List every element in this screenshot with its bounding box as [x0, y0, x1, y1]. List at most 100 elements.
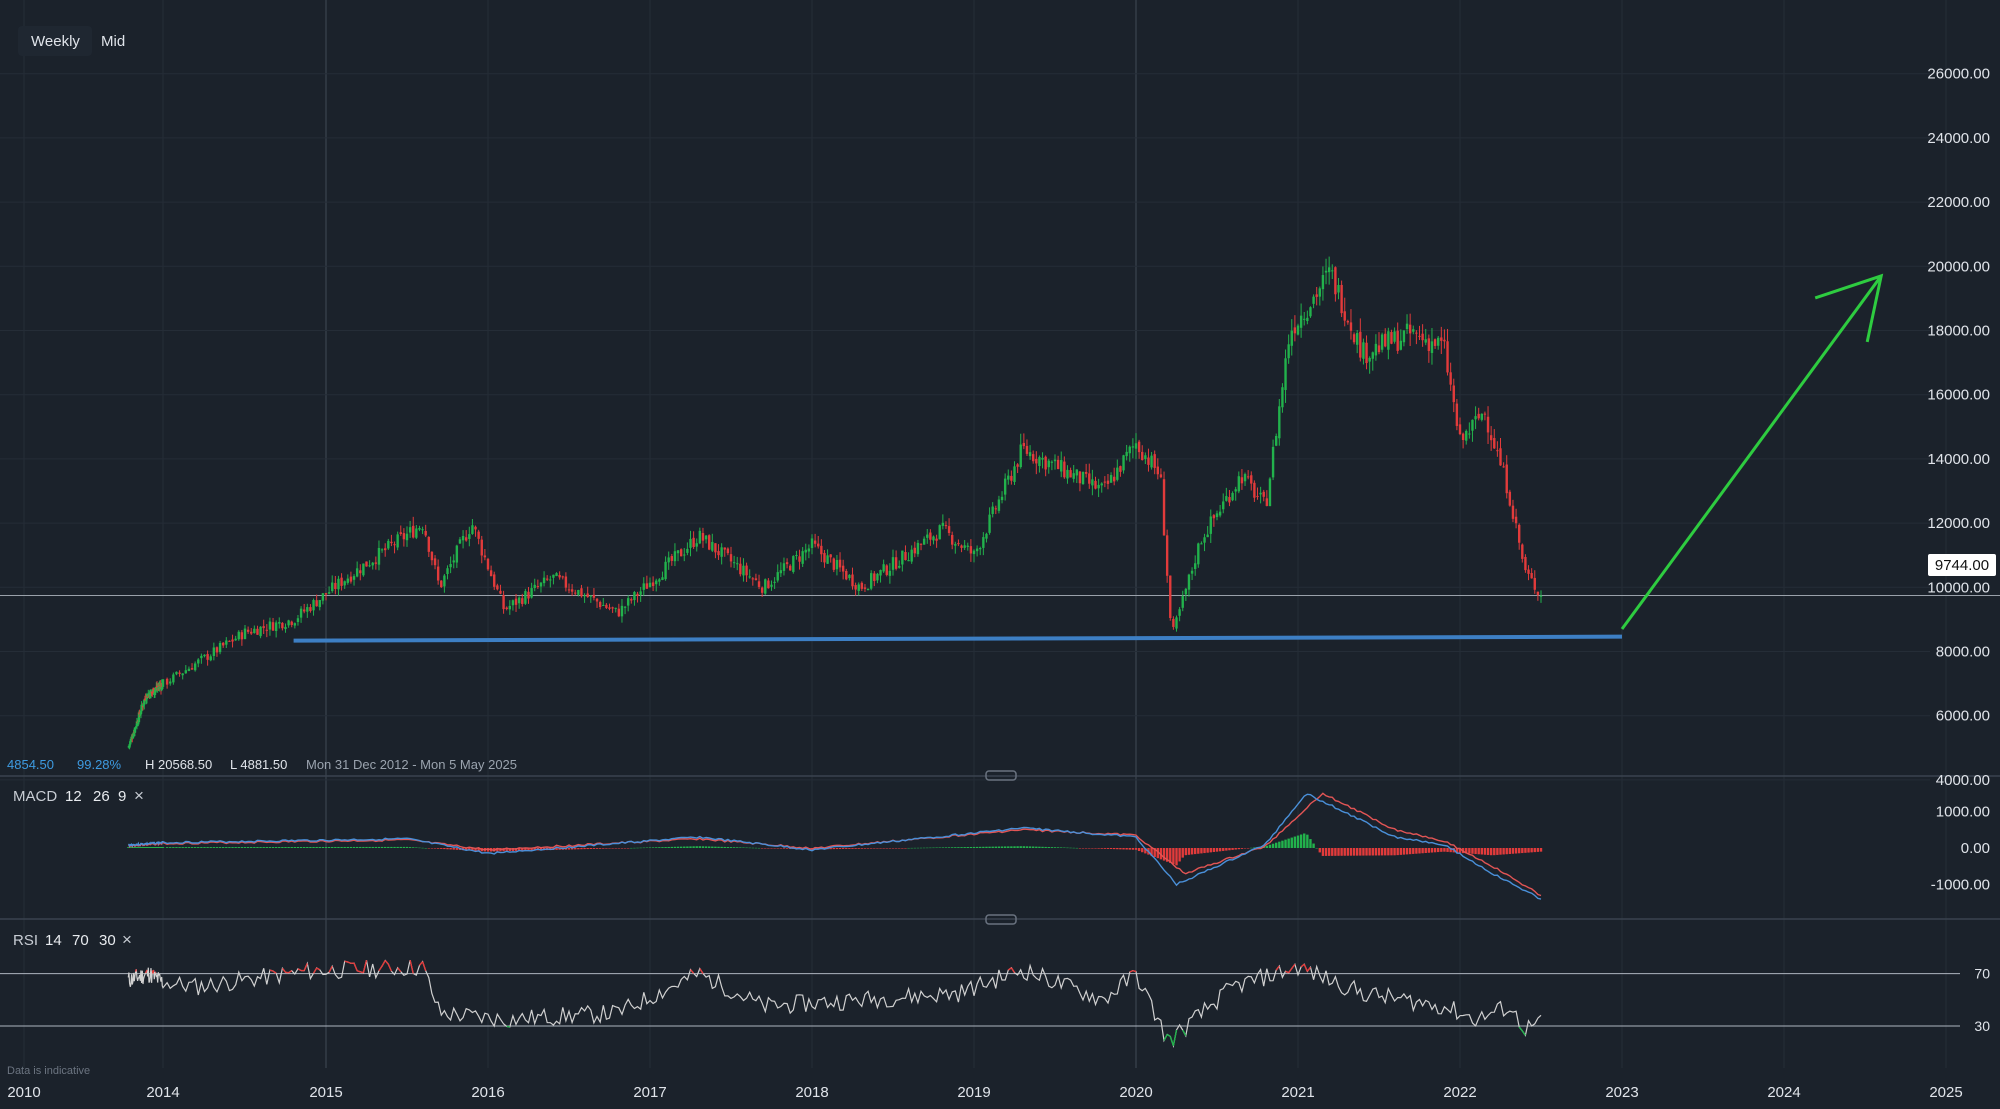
candle-body	[187, 668, 191, 672]
candle-body	[142, 704, 145, 706]
macd-histogram-bar	[1010, 846, 1013, 848]
candle-body	[365, 561, 368, 567]
macd-histogram-bar	[355, 846, 359, 848]
candle-body	[324, 593, 328, 595]
macd-histogram-bar	[278, 847, 281, 848]
candle-body	[302, 609, 306, 612]
rsi-overbought-segment	[316, 967, 321, 971]
macd-histogram-bar	[776, 848, 779, 849]
macd-histogram-bar	[1153, 848, 1156, 857]
timeframe-button[interactable]: Weekly	[31, 33, 80, 50]
candle-body	[1505, 464, 1508, 494]
candle-body	[1106, 480, 1110, 484]
price-axis[interactable]: 4000.00 6000.00 8000.00 10000.00 12000.00 140…	[1927, 66, 1990, 1034]
candle-body	[181, 673, 184, 676]
candle-body	[954, 544, 957, 546]
candle-body	[446, 568, 449, 575]
macd-histogram-bar	[1131, 848, 1135, 850]
candle-body	[1013, 466, 1016, 482]
candle-body	[387, 540, 390, 549]
candle-body	[1250, 475, 1253, 484]
candle-body	[950, 534, 954, 545]
macd-histogram-bar	[1081, 848, 1085, 849]
candle-body	[1038, 457, 1041, 467]
price-type-button[interactable]: Mid	[101, 33, 125, 50]
macd-close-icon[interactable]: ×	[134, 786, 144, 805]
candle-body	[539, 582, 543, 587]
time-axis[interactable]: 2010 2014 2015 2016 2017 2018 2019 2020 2021 2022…	[0, 1068, 2000, 1109]
candle-body	[1533, 577, 1536, 590]
macd-histogram-bar	[1327, 848, 1331, 856]
candle-body	[533, 584, 536, 589]
candle-body	[172, 674, 175, 683]
candle-body	[941, 522, 945, 526]
candle-body	[371, 562, 374, 566]
macd-histogram-bar	[1368, 848, 1371, 856]
macd-histogram-bar	[617, 848, 621, 849]
rsi-oversold-segment	[1518, 1026, 1523, 1032]
macd-histogram-bar	[1231, 848, 1234, 850]
timeframe-button-bg[interactable]	[18, 26, 92, 56]
candle-body	[141, 706, 145, 708]
candle-body	[963, 545, 966, 548]
rsi-legend: RSI 14 70 30 ×	[13, 930, 132, 949]
candle-body	[139, 712, 143, 714]
support-line[interactable]	[293, 634, 1623, 643]
candle-body	[792, 556, 795, 572]
rsi-overbought-segment	[1303, 963, 1308, 972]
candle-body	[975, 548, 979, 552]
candle-body	[427, 536, 431, 552]
candle-body	[1100, 483, 1103, 486]
candle-body	[863, 587, 867, 589]
macd-pane-resize-handle[interactable]	[985, 770, 1017, 781]
candle-body	[1502, 466, 1505, 468]
macd-histogram-bar	[1359, 848, 1362, 856]
candle-body	[1536, 591, 1540, 596]
projection-arrow-head[interactable]	[1814, 273, 1884, 343]
macd-histogram-bar	[262, 847, 265, 848]
candle-body	[331, 582, 334, 592]
rsi-close-icon[interactable]: ×	[122, 930, 132, 949]
candle-body	[262, 626, 265, 629]
macd-histogram-bar	[742, 847, 745, 848]
macd-histogram-bar	[863, 848, 867, 849]
candle-body	[623, 606, 627, 608]
macd-histogram-bar	[1396, 848, 1399, 856]
candle-body	[377, 547, 381, 565]
candle-body	[1112, 476, 1116, 482]
candle-body	[1303, 318, 1306, 320]
macd-histogram-bar	[1044, 846, 1047, 848]
candle-body	[1527, 569, 1530, 574]
macd-histogram-bar	[764, 848, 767, 849]
macd-histogram-bar	[1418, 848, 1421, 854]
projection-arrow-shaft[interactable]	[1620, 275, 1883, 630]
rsi-overbought-segment	[1275, 965, 1280, 971]
macd-histogram-bar	[1103, 848, 1107, 849]
candle-body	[1412, 329, 1415, 332]
candle-body	[1060, 460, 1063, 472]
candle-body	[184, 670, 188, 674]
candle-body	[901, 550, 904, 565]
rsi-name: RSI	[13, 932, 38, 949]
macd-histogram-bar	[891, 848, 895, 849]
candle-body	[1296, 325, 1300, 335]
candle-body	[253, 628, 256, 634]
candle-body	[1374, 343, 1378, 356]
rsi-pane-resize-handle[interactable]	[985, 914, 1017, 925]
macd-histogram-bar	[589, 848, 593, 849]
candle-body	[1234, 489, 1237, 492]
candle-body	[947, 526, 951, 533]
candle-body	[290, 621, 293, 625]
candle-body	[135, 721, 139, 727]
macd-histogram-bar	[1471, 848, 1474, 854]
macd-histogram-bar	[1281, 840, 1284, 848]
macd-histogram-bar	[626, 848, 630, 849]
macd-histogram-bar	[1449, 848, 1452, 853]
macd-histogram-bar	[1390, 848, 1393, 856]
candle-body	[838, 559, 842, 568]
price-axis-tick-label: 14000.00	[1927, 451, 1990, 468]
candle-body	[1349, 322, 1353, 331]
candle-body	[785, 562, 789, 565]
rsi-overbought-segment	[384, 960, 389, 965]
